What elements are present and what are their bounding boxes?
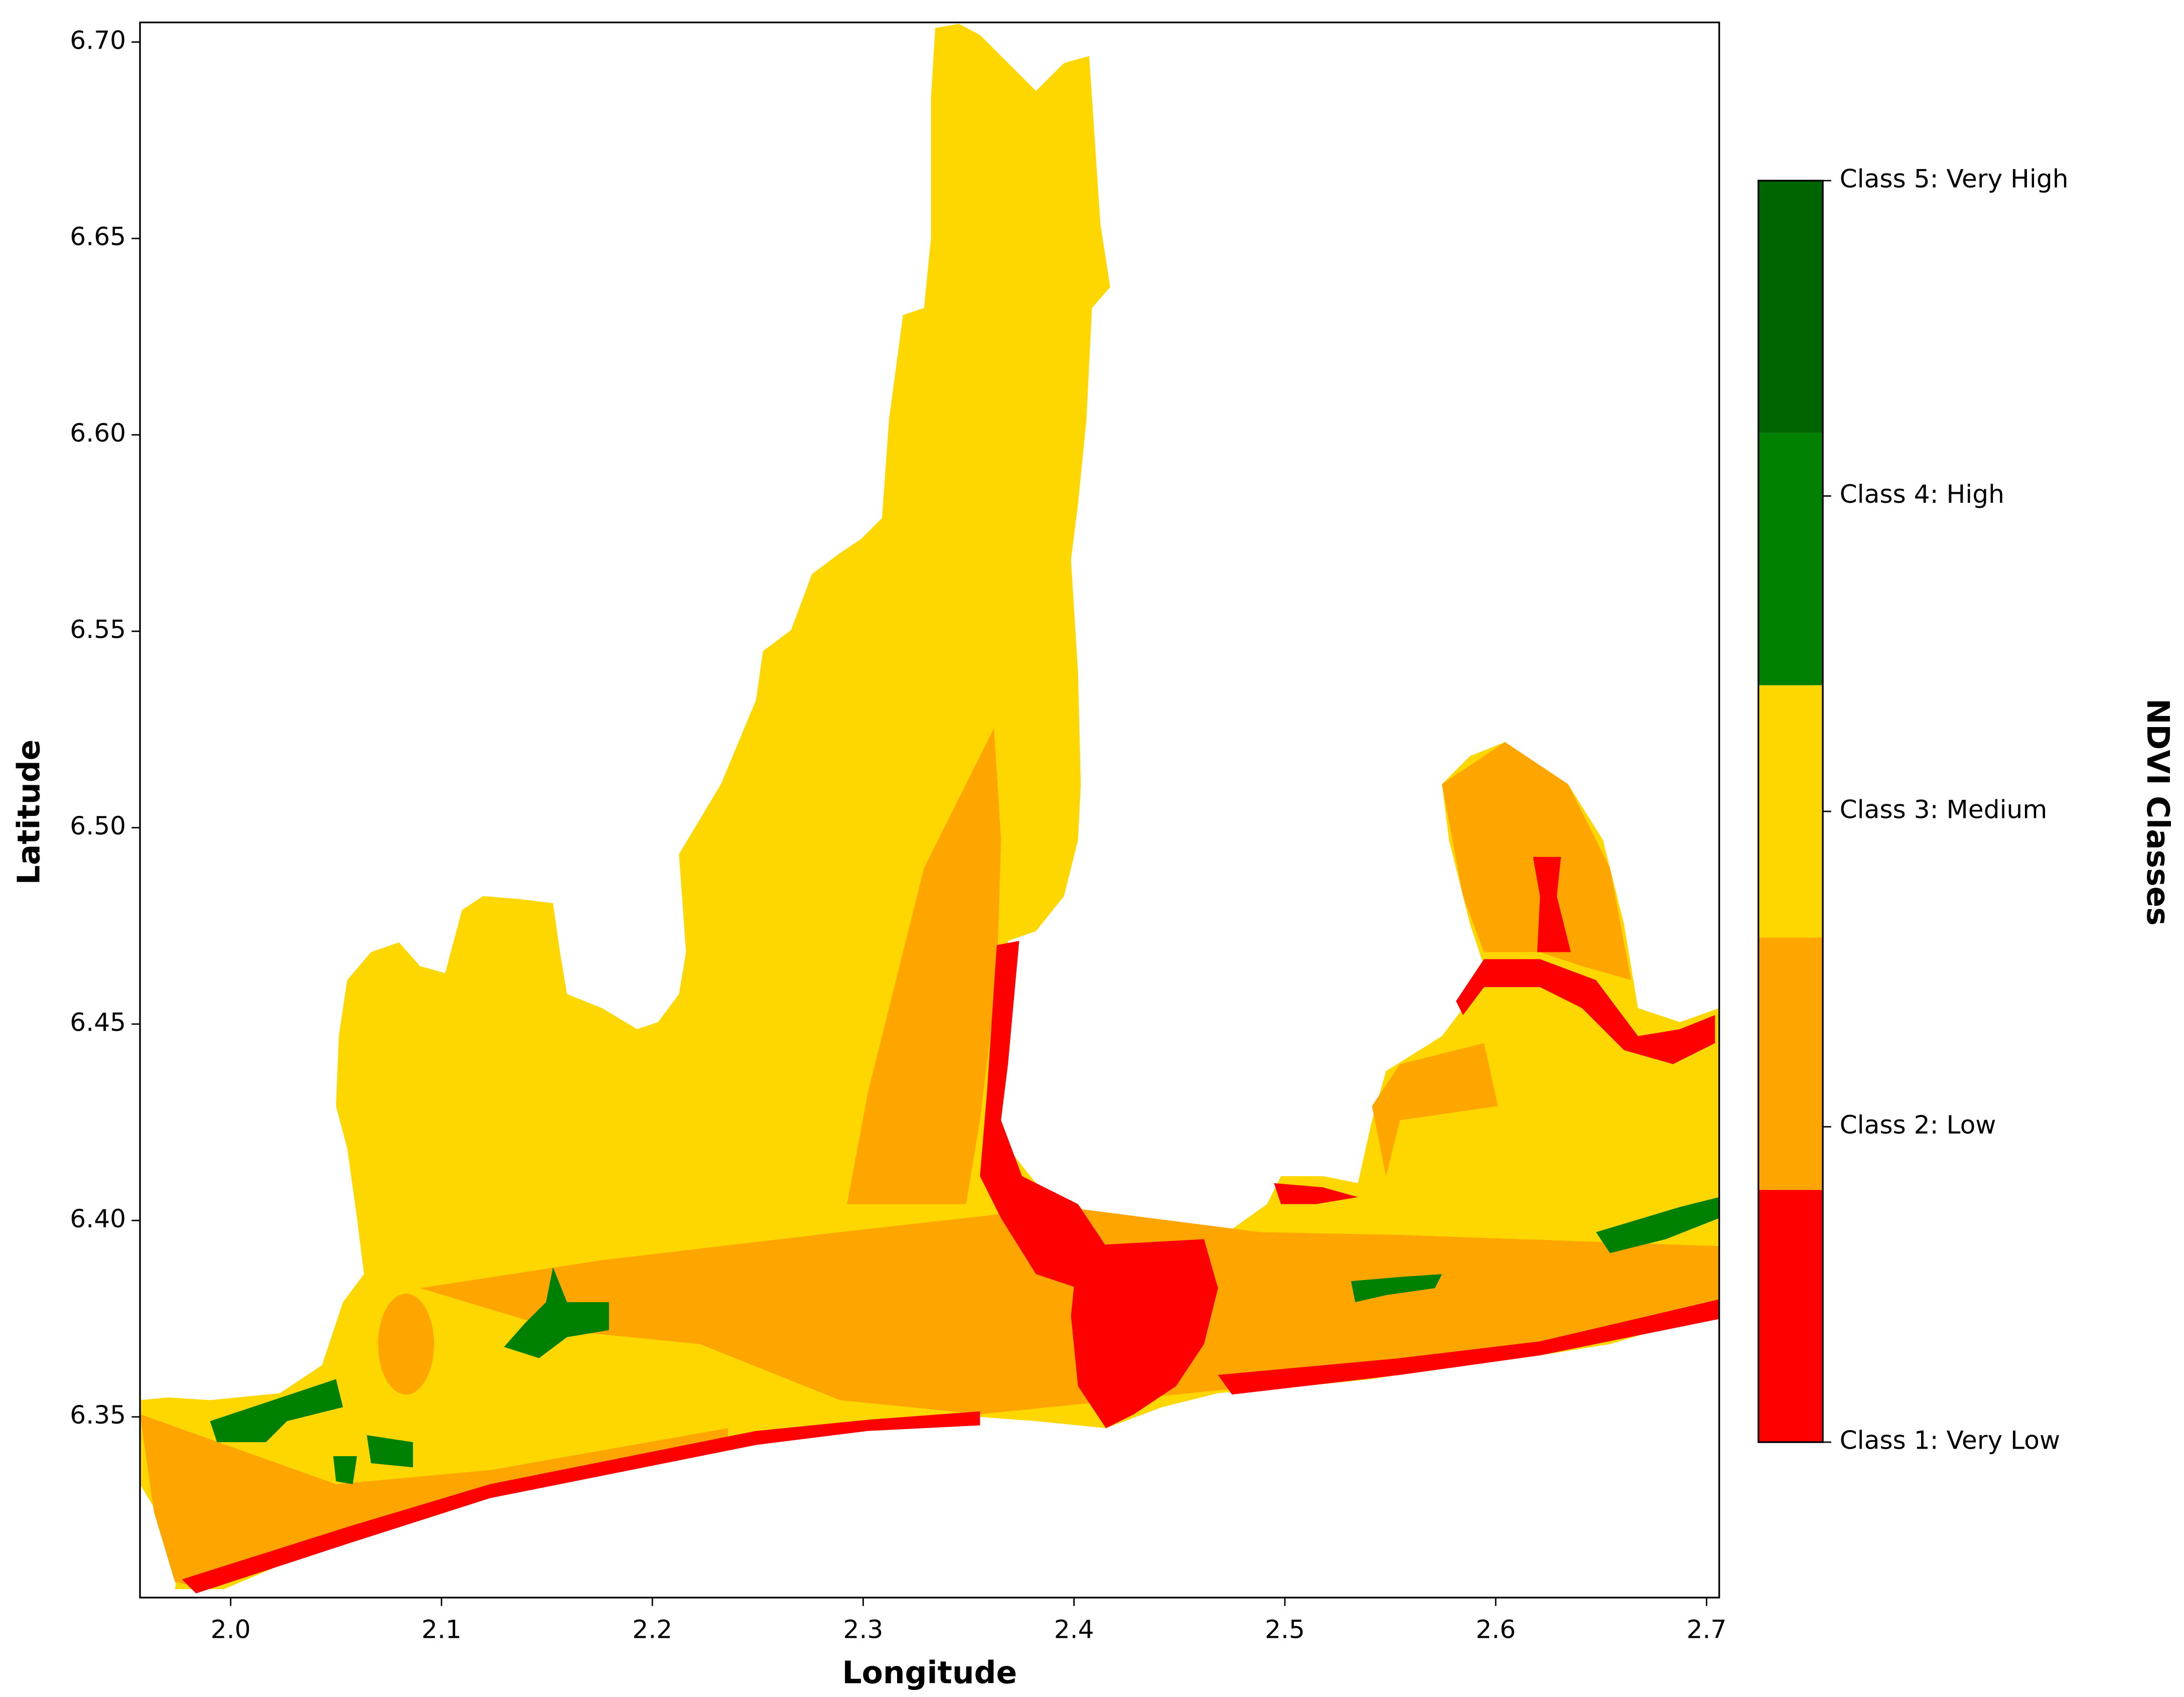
x-tick-label: 2.3 bbox=[843, 1614, 884, 1644]
land-high bbox=[367, 1435, 413, 1468]
land-high bbox=[504, 1267, 609, 1358]
x-axis-label: Longitude bbox=[842, 1655, 1017, 1690]
colorbar-segment bbox=[1758, 433, 1823, 685]
land-high bbox=[1351, 1274, 1442, 1303]
x-tick-label: 2.7 bbox=[1686, 1614, 1726, 1644]
colorbar-segment bbox=[1758, 180, 1823, 433]
y-tick-label: 6.40 bbox=[70, 1204, 126, 1233]
colorbar-label: Class 1: Very Low bbox=[1840, 1426, 2061, 1455]
colorbar-label: Class 4: High bbox=[1840, 479, 2004, 509]
y-tick-label: 6.55 bbox=[70, 615, 126, 644]
land-very-low bbox=[1218, 1299, 1719, 1395]
land-very-low bbox=[1071, 1239, 1218, 1429]
x-tick-label: 2.1 bbox=[421, 1614, 462, 1644]
y-tick-label: 6.60 bbox=[70, 418, 126, 448]
colorbar-label: Class 3: Medium bbox=[1840, 795, 2048, 824]
x-tick-label: 2.6 bbox=[1476, 1614, 1516, 1644]
colorbar-segment bbox=[1758, 1190, 1823, 1443]
land-high bbox=[333, 1456, 357, 1484]
colorbar-label: Class 2: Low bbox=[1840, 1110, 1996, 1140]
land-very-low bbox=[1274, 1183, 1358, 1204]
map bbox=[140, 24, 1719, 1594]
colorbar-segment bbox=[1758, 685, 1823, 938]
y-axis-label: Latitude bbox=[11, 740, 47, 885]
plot-frame bbox=[139, 21, 1720, 1599]
land-very-low bbox=[1456, 959, 1715, 1064]
land-high bbox=[210, 1379, 343, 1443]
x-tick-label: 2.4 bbox=[1054, 1614, 1094, 1644]
x-tick-label: 2.5 bbox=[1265, 1614, 1305, 1644]
colorbar-segment bbox=[1758, 937, 1823, 1190]
colorbar-title: NDVI Classes bbox=[2140, 698, 2175, 926]
x-tick-label: 2.0 bbox=[211, 1614, 251, 1644]
colorbar-label: Class 5: Very High bbox=[1840, 164, 2069, 193]
y-tick-label: 6.35 bbox=[70, 1400, 126, 1430]
land-low bbox=[1372, 1043, 1498, 1176]
x-tick-label: 2.2 bbox=[632, 1614, 672, 1644]
land-very-low bbox=[1533, 857, 1571, 952]
land-low bbox=[378, 1294, 434, 1395]
y-tick-label: 6.50 bbox=[70, 811, 126, 840]
y-tick-label: 6.70 bbox=[70, 25, 126, 55]
land-high bbox=[1596, 1197, 1719, 1253]
y-tick-label: 6.65 bbox=[70, 222, 126, 251]
land-low bbox=[847, 728, 1001, 1204]
y-tick-label: 6.45 bbox=[70, 1007, 126, 1037]
land-very-low bbox=[980, 941, 1106, 1289]
